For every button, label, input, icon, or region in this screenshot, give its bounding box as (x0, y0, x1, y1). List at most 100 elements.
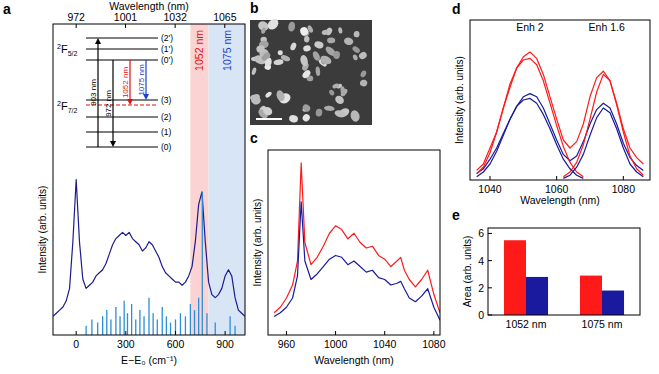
y-tick-label: 2 (478, 282, 484, 294)
x-axis-label: Wavelength (nm) (520, 194, 600, 206)
level-label: (0') (161, 55, 173, 65)
plot-frame (470, 20, 650, 180)
band (209, 24, 245, 335)
stick (148, 298, 149, 335)
stick (152, 313, 153, 335)
x2-tick-label: 972 (67, 11, 85, 23)
bar (580, 276, 602, 315)
particle (301, 69, 312, 80)
particle (340, 86, 346, 96)
particle (352, 54, 359, 61)
band-label: 1052 nm (193, 30, 205, 71)
x-tick (623, 176, 624, 180)
particle (266, 17, 281, 32)
stick (97, 323, 98, 335)
level-label: (1) (161, 127, 172, 137)
energy-level (86, 147, 158, 148)
particle (353, 31, 359, 38)
stick (85, 326, 86, 335)
energy-level (86, 60, 158, 61)
y-axis-label: Intensity (arb. units) (252, 199, 263, 287)
energy-level-diagram: 2F5/22F7/2(2')(1')(0')(3)(2)(1)(0)903 nm… (57, 33, 173, 152)
plot-frame (488, 228, 640, 315)
particle (301, 113, 311, 123)
stick (180, 313, 181, 335)
stick (175, 319, 176, 335)
y-tick-label: 0 (478, 309, 484, 321)
stick (110, 319, 111, 335)
x-tick-label: 1080 (612, 183, 636, 195)
level-label: (2') (161, 33, 173, 43)
stick (91, 319, 92, 335)
stick (170, 323, 171, 335)
particle (359, 70, 367, 79)
arrow-head (127, 99, 133, 105)
stick (198, 298, 199, 335)
page: Figure html,body{margin:0;padding:0;back… (0, 0, 659, 374)
stick (115, 307, 116, 335)
stick (166, 316, 167, 335)
particle (338, 27, 343, 34)
y-axis-label: Intensity (arb. units) (454, 56, 465, 144)
plot-area (504, 240, 624, 315)
x-tick-label: 960 (278, 338, 296, 350)
stick (127, 313, 128, 335)
panel-label: d (452, 1, 461, 17)
particle (275, 89, 286, 102)
particle (278, 50, 283, 55)
annotation: Enh 2 (516, 21, 544, 33)
particle (262, 51, 271, 60)
energy-level (86, 38, 158, 39)
particle (250, 95, 262, 106)
particle (260, 27, 266, 34)
particle (313, 40, 324, 49)
stick (157, 319, 158, 335)
stick (234, 326, 235, 335)
y-axis-label: Area (arb. units) (462, 236, 473, 308)
x-tick (490, 176, 491, 180)
particle (301, 103, 311, 113)
stick (190, 304, 191, 335)
particle (328, 89, 335, 97)
panel-label: e (452, 207, 460, 223)
particle (299, 54, 309, 67)
stick (106, 310, 107, 335)
stick (206, 313, 207, 335)
particle (264, 91, 272, 99)
arrow-head (110, 141, 116, 147)
particle (349, 109, 361, 123)
stick (139, 310, 140, 335)
term-symbol: 2F7/2 (57, 100, 77, 114)
stick (119, 316, 120, 335)
x-tick (433, 331, 434, 335)
stick (229, 316, 230, 335)
transition-label: 1052 nm (121, 67, 130, 98)
y-tick-label: 6 (478, 227, 484, 239)
particle (327, 37, 336, 43)
plot-frame (268, 150, 440, 335)
x-tick (286, 331, 287, 335)
image-background (250, 20, 372, 125)
x-axis-label: Wavelength (nm) (314, 354, 394, 366)
y-tick (488, 260, 492, 261)
particle (262, 105, 274, 117)
x-tick-label: 1040 (478, 183, 502, 195)
term-sub: 7/2 (68, 107, 78, 114)
plot-area (274, 163, 440, 320)
particle (332, 83, 340, 90)
particle (289, 42, 297, 51)
particle (280, 54, 291, 62)
y-tick (488, 233, 492, 234)
series-line (53, 180, 245, 317)
particle (288, 21, 296, 32)
panel-label: a (3, 1, 11, 17)
particle (333, 51, 341, 60)
x-tick-label: 300 (117, 338, 135, 350)
particle (315, 108, 323, 117)
series-line (274, 202, 440, 320)
particle (359, 79, 368, 87)
x2-axis-label: Wavelength (nm) (109, 0, 189, 12)
series-line (477, 98, 584, 178)
category-label: 1075 nm (582, 318, 623, 330)
body: {"chart_data": [ {"type": "line", "panel… (0, 0, 659, 374)
